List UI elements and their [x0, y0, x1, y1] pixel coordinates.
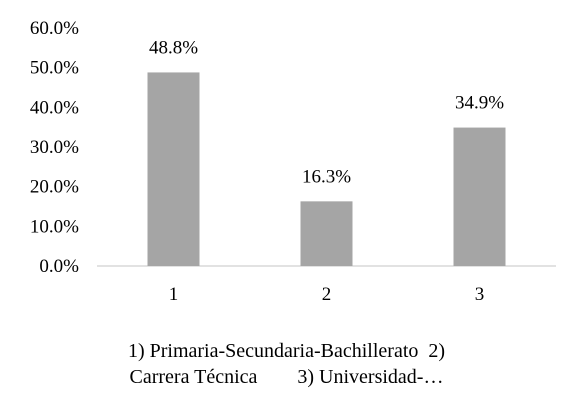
bar — [300, 201, 353, 266]
x-axis-tick-labels: 1 2 3 — [169, 284, 485, 300]
bar — [147, 72, 200, 266]
bar-chart: 0.0% 10.0% 20.0% 30.0% 40.0% 50.0% 60.0% 48.8%… — [30, 18, 556, 300]
x-tick-label: 3 — [475, 284, 485, 300]
chart-caption: 1) Primaria-Secundaria-Bachillerato 2) C… — [0, 338, 573, 390]
y-axis-tick-labels: 0.0% 10.0% 20.0% 30.0% 40.0% 50.0% 60.0% — [30, 18, 79, 277]
y-tick-label: 60.0% — [30, 18, 79, 39]
y-tick-label: 30.0% — [30, 137, 79, 158]
caption-line-2: Carrera Técnica 3) Universidad-… — [129, 366, 444, 388]
data-label: 16.3% — [302, 166, 351, 187]
data-labels-group: 48.8% 16.3% 34.9% — [149, 37, 504, 187]
y-tick-label: 50.0% — [30, 58, 79, 79]
data-label: 34.9% — [455, 93, 504, 114]
y-tick-label: 0.0% — [39, 256, 79, 277]
y-tick-label: 10.0% — [30, 216, 79, 237]
x-tick-label: 1 — [169, 284, 179, 300]
bars-group — [147, 72, 506, 267]
caption-line-1: 1) Primaria-Secundaria-Bachillerato 2) — [127, 340, 446, 362]
bar — [453, 127, 506, 267]
y-tick-label: 40.0% — [30, 97, 79, 118]
data-label: 48.8% — [149, 37, 198, 58]
y-tick-label: 20.0% — [30, 177, 79, 198]
x-tick-label: 2 — [322, 284, 332, 300]
